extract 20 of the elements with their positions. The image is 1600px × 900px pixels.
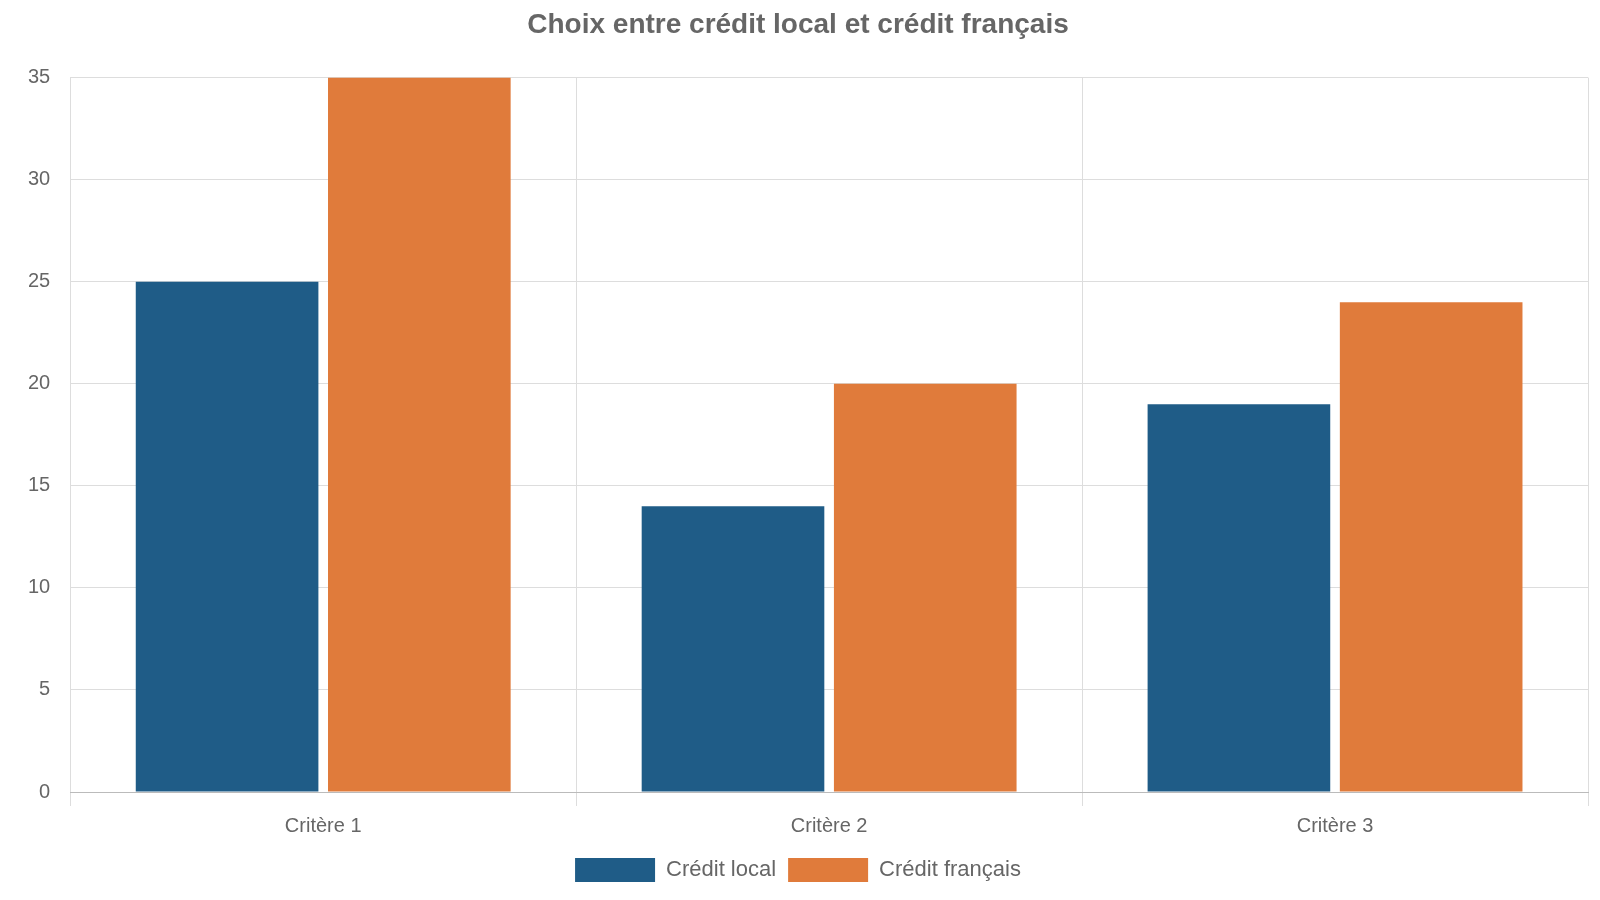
bar <box>641 506 825 792</box>
y-tick-label: 35 <box>28 65 51 88</box>
y-tick-label: 5 <box>39 677 51 700</box>
y-tick-label: 10 <box>28 575 51 598</box>
y-tick-label: 30 <box>28 167 51 190</box>
legend-label: Crédit français <box>879 856 1021 882</box>
y-tick-label: 0 <box>39 779 51 802</box>
y-tick-label: 15 <box>28 473 51 496</box>
y-tick-label: 20 <box>28 371 51 394</box>
chart-title: Choix entre crédit local et crédit français <box>527 7 1069 39</box>
bar <box>1147 404 1331 792</box>
bar <box>833 383 1017 792</box>
x-tick-label: Critère 3 <box>1296 813 1374 836</box>
bar <box>328 77 511 792</box>
bar <box>1339 302 1523 792</box>
legend-label: Crédit local <box>666 856 777 882</box>
y-tick-label: 25 <box>28 269 51 292</box>
x-tick-label: Critère 2 <box>790 813 868 836</box>
bar <box>135 281 319 792</box>
x-tick-label: Critère 1 <box>284 813 362 836</box>
